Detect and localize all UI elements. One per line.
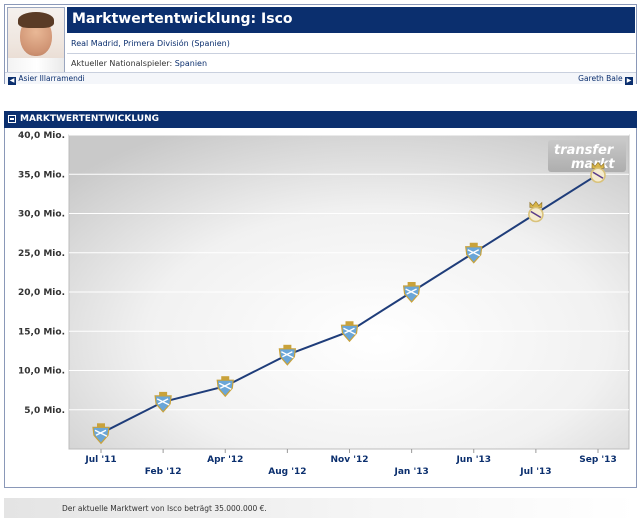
club-line[interactable]: Real Madrid, Primera División (Spanien) (71, 39, 230, 48)
player-nav: ◀ Asier Illarramendi Gareth Bale ▶ (5, 72, 636, 85)
market-value-chart-panel: 5,0 Mio. 10,0 Mio. 15,0 Mio. 20,0 Mio. 25,0 … (4, 128, 637, 488)
market-value-chart: 5,0 Mio. 10,0 Mio. 15,0 Mio. 20,0 Mio. 25,0 … (18, 131, 630, 477)
x-tick-label: Aug '12 (268, 467, 306, 477)
x-tick-label: Nov '12 (331, 455, 369, 465)
x-tick-label: Jul '13 (519, 467, 551, 477)
y-tick-label: 30,0 Mio. (18, 210, 65, 220)
x-axis: Jul '11 Feb '12 Apr '12 Aug '12 Nov '12 Jan '… (84, 449, 617, 477)
y-tick-label: 20,0 Mio. (18, 288, 65, 298)
y-axis: 5,0 Mio. 10,0 Mio. 15,0 Mio. 20,0 Mio. 25,0 … (18, 131, 65, 416)
x-tick-label: Apr '12 (207, 455, 243, 465)
current-value-text: Der aktuelle Marktwert von Isco beträgt … (62, 504, 267, 513)
prev-player-link[interactable]: ◀ Asier Illarramendi (8, 74, 85, 85)
collapse-icon[interactable] (8, 115, 16, 123)
malaga-crest-marker[interactable] (402, 282, 421, 303)
watermark-line1: transfer (554, 143, 615, 158)
y-tick-label: 10,0 Mio. (18, 367, 65, 377)
x-tick-label: Jun '13 (455, 455, 491, 465)
section-header: MARKTWERTENTWICKLUNG (4, 111, 637, 128)
nationality-value[interactable]: Spanien (174, 59, 208, 68)
x-tick-label: Feb '12 (145, 467, 182, 477)
malaga-crest-marker[interactable] (216, 376, 234, 398)
y-tick-label: 40,0 Mio. (18, 131, 65, 141)
title-bar: Marktwertentwicklung: Isco (67, 7, 635, 33)
y-tick-label: 15,0 Mio. (18, 327, 65, 337)
nationality-line: Aktueller Nationalspieler: Spanien (71, 59, 207, 68)
nationality-label: Aktueller Nationalspieler: (71, 59, 173, 68)
data-points (92, 161, 606, 445)
player-photo (7, 7, 65, 73)
next-player-link[interactable]: Gareth Bale ▶ (578, 74, 633, 85)
player-header: Marktwertentwicklung: Isco Real Madrid, … (4, 4, 637, 85)
malaga-crest-marker[interactable] (340, 321, 359, 343)
x-tick-label: Sep '13 (579, 455, 616, 465)
chevron-left-icon: ◀ (8, 77, 16, 85)
page-title: Marktwertentwicklung: Isco (72, 11, 293, 27)
malaga-crest-marker[interactable] (278, 344, 297, 366)
next-player-name[interactable]: Gareth Bale (578, 74, 623, 83)
y-tick-label: 5,0 Mio. (24, 406, 65, 416)
x-tick-label: Jul '11 (84, 455, 116, 465)
y-tick-label: 35,0 Mio. (18, 170, 65, 180)
footer-bar: Der aktuelle Marktwert von Isco beträgt … (4, 498, 637, 518)
prev-player-name[interactable]: Asier Illarramendi (18, 74, 85, 83)
real-madrid-crest-marker[interactable] (528, 201, 544, 223)
x-tick-label: Jan '13 (394, 467, 429, 477)
malaga-crest-marker[interactable] (154, 391, 172, 413)
y-tick-label: 25,0 Mio. (18, 249, 65, 259)
malaga-crest-marker[interactable] (92, 423, 110, 445)
malaga-crest-marker[interactable] (465, 242, 483, 264)
transfermarkt-watermark: transfer markt (548, 140, 626, 172)
real-madrid-crest-marker[interactable] (590, 161, 606, 184)
section-title: MARKTWERTENTWICKLUNG (20, 114, 160, 124)
chevron-right-icon: ▶ (625, 77, 633, 85)
